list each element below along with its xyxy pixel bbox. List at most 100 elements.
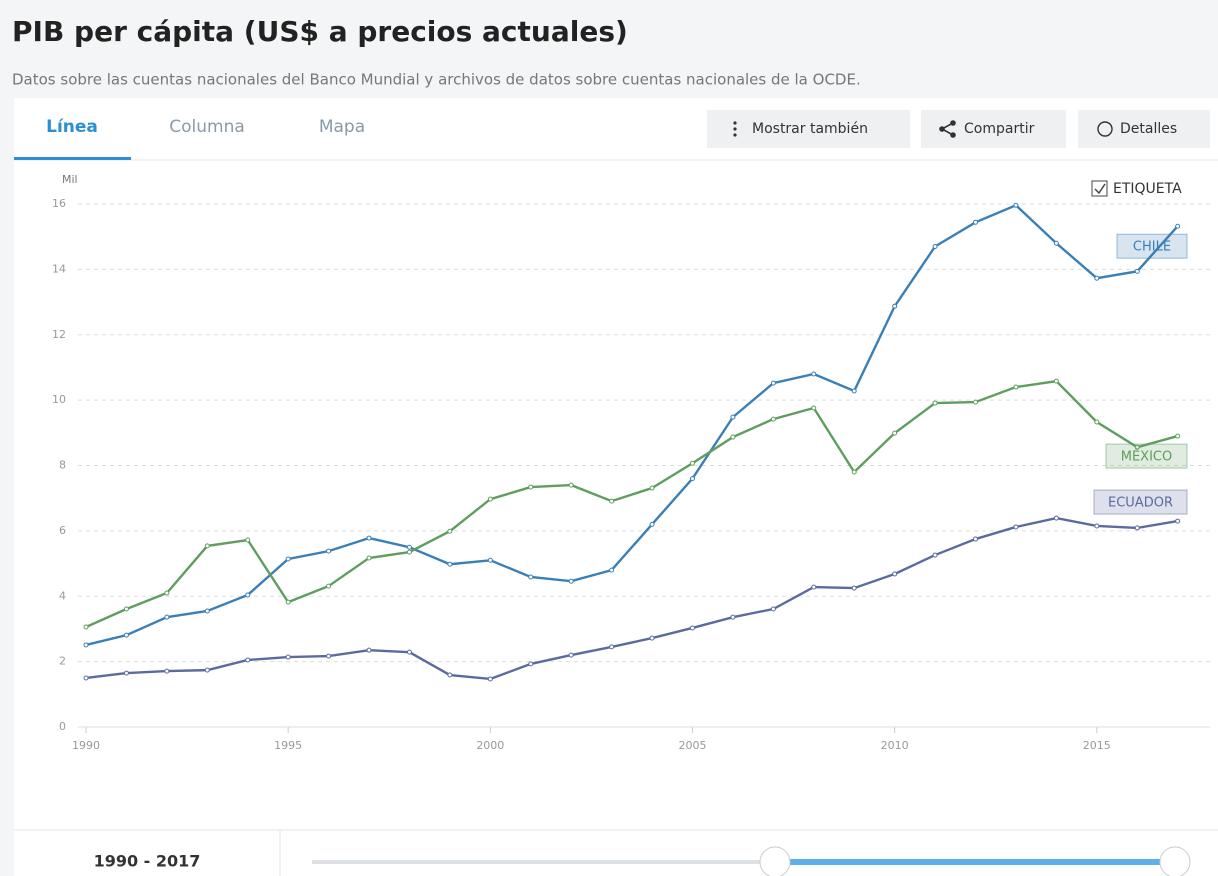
data-point	[123, 670, 129, 676]
data-point	[568, 578, 574, 584]
data-point	[528, 661, 534, 667]
y-tick-label: 8	[59, 459, 66, 472]
slider-handle[interactable]	[1159, 846, 1191, 876]
data-point	[609, 644, 615, 650]
data-point	[83, 642, 89, 648]
series-line	[85, 203, 1179, 647]
panel	[14, 98, 1218, 876]
data-point	[892, 571, 898, 577]
data-point	[770, 606, 776, 612]
data-point	[932, 552, 938, 558]
data-point	[487, 496, 493, 502]
data-point	[730, 414, 736, 420]
data-point	[164, 590, 170, 596]
data-point	[1053, 240, 1059, 246]
data-point	[83, 675, 89, 681]
data-point	[123, 606, 129, 612]
data-point	[487, 676, 493, 682]
x-tick-label: 1995	[274, 739, 302, 752]
series-label-box	[1105, 443, 1188, 469]
data-point	[447, 672, 453, 678]
data-point	[609, 498, 615, 504]
series-line	[85, 516, 1178, 681]
y-tick-label: 16	[52, 197, 66, 210]
data-point	[932, 243, 938, 249]
data-point	[285, 556, 291, 562]
button[interactable]	[707, 110, 910, 148]
series-label: ECUADOR	[1108, 496, 1173, 511]
data-point	[1053, 515, 1059, 521]
x-tick-label: 2015	[1083, 739, 1111, 752]
page-title: PIB per cápita (US$ a precios actuales)	[12, 15, 628, 48]
data-point	[1134, 525, 1140, 531]
data-point	[366, 647, 372, 653]
data-point	[568, 482, 574, 488]
data-point	[1134, 444, 1140, 450]
tab[interactable]: Columna	[169, 117, 245, 137]
data-point	[1013, 524, 1019, 530]
x-tick-label: 2010	[881, 739, 909, 752]
icon-info	[1097, 121, 1113, 137]
data-point	[1175, 223, 1181, 229]
data-point	[1094, 275, 1100, 281]
data-point	[972, 536, 978, 542]
data-point	[851, 388, 857, 394]
data-point	[1134, 268, 1140, 274]
tab[interactable]: Mapa	[319, 117, 365, 137]
data-point	[609, 567, 615, 573]
y-tick-label: 12	[52, 328, 66, 341]
data-point	[406, 544, 412, 550]
data-point	[204, 543, 210, 549]
data-point	[689, 476, 695, 482]
slider-handle[interactable]	[759, 846, 791, 876]
series-label-box	[1116, 233, 1188, 259]
checkbox-label[interactable]: ETIQUETA	[1113, 181, 1182, 197]
data-point	[204, 608, 210, 614]
data-point	[770, 416, 776, 422]
data-point	[326, 583, 332, 589]
data-point	[730, 434, 736, 440]
y-tick-label: 6	[59, 524, 66, 537]
data-point	[730, 614, 736, 620]
data-point	[1053, 378, 1059, 384]
y-axis-label: Mil	[62, 173, 78, 186]
tab-underline	[14, 157, 131, 160]
data-point	[649, 521, 655, 527]
data-point	[770, 380, 776, 386]
tab[interactable]: Línea	[46, 117, 98, 137]
data-point	[972, 219, 978, 225]
data-point	[689, 460, 695, 466]
button[interactable]	[921, 110, 1066, 148]
y-tick-label: 0	[59, 720, 66, 733]
checkmark	[1094, 183, 1106, 195]
data-point	[245, 592, 251, 598]
data-point	[406, 549, 412, 555]
data-point	[649, 485, 655, 491]
series-label: MÉXICO	[1121, 449, 1172, 465]
data-point	[245, 657, 251, 663]
data-point	[447, 561, 453, 567]
plot: 0 2 4 6 8 10 12 14 16 1990 1995 2000 2005 2010 2015 CHI…	[52, 197, 1210, 752]
data-point	[326, 653, 332, 659]
data-point	[285, 654, 291, 660]
data-point	[406, 649, 412, 655]
button-label[interactable]: Mostrar también	[752, 121, 868, 137]
data-point	[164, 668, 170, 674]
data-point	[83, 624, 89, 630]
checkbox[interactable]	[1091, 180, 1108, 197]
button[interactable]	[1078, 110, 1210, 148]
button-label[interactable]: Detalles	[1120, 121, 1177, 137]
range-label: 1990 - 2017	[94, 852, 201, 871]
data-point	[1175, 518, 1181, 524]
y-tick-label: 14	[52, 262, 66, 275]
data-point	[245, 537, 251, 543]
slider-selection	[775, 859, 1175, 865]
page-subtitle: Datos sobre las cuentas nacionales del B…	[12, 71, 861, 89]
button-label[interactable]: Compartir	[964, 121, 1035, 137]
x-tick-label: 2000	[476, 739, 504, 752]
series-label-box	[1093, 489, 1188, 515]
x-tick-label: 2005	[678, 739, 706, 752]
data-point	[811, 405, 817, 411]
x-tick-label: 1990	[72, 739, 100, 752]
